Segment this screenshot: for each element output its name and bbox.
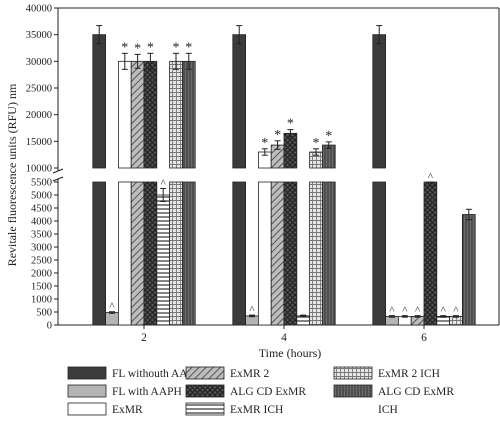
bar [156, 194, 171, 326]
legend: FL withouth AAPH ExMR 2 ExMR 2 ICH FL with … [67, 366, 454, 416]
x-tick-label: 4 [281, 332, 287, 344]
significance-marker: * [325, 129, 332, 144]
bar [296, 315, 310, 326]
bar-lower-part [118, 181, 132, 326]
bar-lower-part [257, 181, 272, 326]
bar [181, 60, 196, 169]
significance-marker: ^ [453, 305, 459, 317]
bar-lower-part [181, 181, 196, 326]
legend-swatch [185, 384, 225, 398]
significance-marker: * [121, 40, 128, 55]
x-tick-label: 2 [141, 332, 147, 344]
bar-lower-part [169, 181, 183, 326]
bar-lower-part [309, 181, 323, 326]
y-tick-label: 3500 [31, 230, 52, 241]
bar [283, 132, 298, 169]
bar-lower-part [143, 181, 158, 326]
legend-swatch [67, 384, 107, 398]
y-tick-label: 25000 [26, 84, 52, 95]
bar [92, 34, 107, 169]
legend-swatch [67, 366, 107, 380]
y-tick-label: 5500 [31, 178, 52, 189]
bar-lower-part [92, 181, 107, 326]
legend-swatch [185, 402, 225, 416]
bar [423, 181, 438, 326]
significance-marker: ^ [161, 178, 167, 190]
legend-label: ExMR [112, 404, 143, 416]
significance-marker: ^ [402, 305, 408, 317]
significance-marker: ^ [428, 171, 434, 183]
significance-marker: ^ [109, 301, 115, 313]
y-tick-label: 500 [36, 308, 52, 319]
y-tick-label: 30000 [26, 57, 52, 68]
bar [385, 316, 399, 326]
bar [461, 214, 476, 326]
bar [169, 60, 183, 169]
significance-marker: * [134, 41, 141, 56]
x-axis-label: Time (hours) [259, 346, 322, 360]
legend-swatch [333, 384, 373, 398]
legend-label: FL withouth AAPH [112, 368, 202, 380]
significance-marker: * [313, 136, 320, 151]
legend-label: ExMR 2 [230, 368, 270, 380]
bar-lower-part [130, 181, 145, 326]
legend-label: ExMR 2 ICH [378, 368, 440, 380]
bar-lower-part [270, 181, 285, 326]
significance-marker: * [185, 40, 192, 55]
y-tick-label: 10000 [26, 164, 52, 175]
bar [118, 60, 132, 169]
bar-lower-part [372, 181, 386, 326]
bar [143, 60, 158, 169]
significance-marker: ^ [441, 305, 447, 317]
bar-lower-part [321, 181, 336, 326]
y-tick-label: 5000 [31, 191, 52, 202]
y-tick-label: 20000 [26, 110, 52, 121]
y-tick-label: 40000 [26, 4, 52, 15]
significance-marker: ^ [249, 304, 255, 316]
axis-break-mark [52, 168, 64, 182]
bar-lower-part [283, 181, 298, 326]
legend-label: ICH [378, 404, 398, 416]
bar-lower-part [232, 181, 247, 326]
bar [410, 316, 425, 326]
x-tick-label: 6 [421, 332, 427, 344]
y-tick-label: 2000 [31, 269, 52, 280]
y-axis: 10000 15000 20000 25000 30000 35000 40000 0 500 1… [26, 4, 64, 332]
y-tick-label: 4500 [31, 204, 52, 215]
legend-swatch [67, 402, 107, 416]
y-tick-label: 2500 [31, 256, 52, 267]
legend-label: ALG CD ExMR [230, 386, 306, 398]
bar [397, 316, 412, 326]
bar [436, 316, 450, 326]
significance-marker: * [261, 136, 268, 151]
y-tick-label: 0 [47, 321, 52, 332]
legend-label: ALG CD ExMR [378, 386, 454, 398]
y-tick-label: 1000 [31, 295, 52, 306]
x-axis: 2 4 6 [141, 325, 427, 344]
legend-swatch [185, 366, 225, 380]
significance-marker: * [173, 40, 180, 55]
bar [449, 316, 463, 326]
y-tick-label: 4000 [31, 217, 52, 228]
legend-swatch [333, 366, 373, 380]
y-tick-label: 1500 [31, 282, 52, 293]
significance-marker: * [287, 117, 294, 132]
bar [232, 34, 247, 169]
y-axis-label: Revitale fluorescence units (RFU) nm [5, 83, 19, 266]
significance-marker: * [274, 128, 281, 143]
legend-label: FL with AAPH [112, 386, 182, 398]
y-tick-label: 15000 [26, 137, 52, 148]
bar [372, 34, 386, 169]
y-tick-label: 35000 [26, 30, 52, 41]
significance-marker: ^ [389, 305, 395, 317]
legend-label: ExMR ICH [230, 404, 283, 416]
bar [105, 312, 119, 326]
significance-marker: * [147, 40, 154, 55]
bar [245, 315, 259, 326]
significance-marker: ^ [415, 305, 421, 317]
bars: ^ ^ ^ * * ^ * * ^ * * ^ ^ ^ * * ^ * * [92, 25, 476, 326]
bar [130, 60, 145, 169]
y-tick-label: 3000 [31, 243, 52, 254]
